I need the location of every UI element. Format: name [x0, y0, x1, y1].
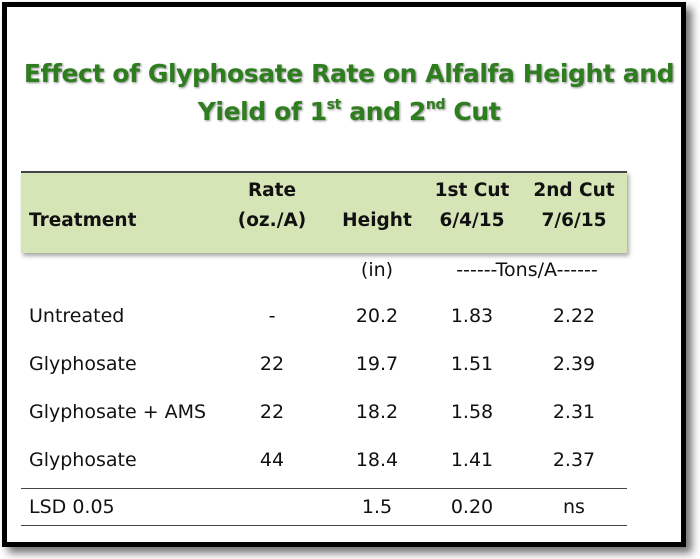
title-superscript: nd [426, 97, 445, 113]
header-cut2-line2: 7/6/15 [527, 210, 621, 231]
header-cut1-line1: 1st Cut [430, 180, 514, 201]
header-treatment: Treatment [29, 210, 136, 231]
cell-treatment: Glyphosate + AMS [29, 401, 206, 423]
header-rate-line1: Rate [232, 180, 312, 201]
title-text: Yield of 1 [198, 97, 327, 126]
cell-cut1: 1.51 [430, 353, 514, 375]
cell-height: 1.5 [334, 496, 420, 518]
table-divider [21, 488, 627, 489]
cell-cut2: ns [527, 496, 621, 518]
cell-cut1: 1.83 [430, 305, 514, 327]
cell-treatment: LSD 0.05 [29, 496, 115, 518]
cell-rate: 22 [232, 353, 312, 375]
cell-treatment: Glyphosate [29, 449, 137, 471]
title-text: Cut [445, 97, 500, 126]
cell-treatment: Untreated [29, 305, 124, 327]
cell-cut2: 2.22 [527, 305, 621, 327]
cell-treatment: Glyphosate [29, 353, 137, 375]
cell-cut1: 1.41 [430, 449, 514, 471]
cell-height: 18.2 [334, 401, 420, 423]
title-superscript: st [327, 97, 341, 113]
cell-rate: 44 [232, 449, 312, 471]
cell-rate: - [232, 305, 312, 327]
cell-height: 20.2 [334, 305, 420, 327]
cell-cut1: 0.20 [430, 496, 514, 518]
slide-title-line-2: Yield of 1st and 2nd Cut [7, 95, 691, 129]
header-rate-line2: (oz./A) [232, 210, 312, 231]
units-yield: ------Tons/A------ [437, 259, 617, 281]
slide-frame: Effect of Glyphosate Rate on Alfalfa Hei… [2, 2, 686, 547]
slide-title-line-1: Effect of Glyphosate Rate on Alfalfa Hei… [7, 57, 691, 91]
header-height: Height [334, 210, 420, 231]
cell-cut2: 2.39 [527, 353, 621, 375]
title-text: and 2 [341, 97, 426, 126]
cell-height: 19.7 [334, 353, 420, 375]
cell-cut2: 2.37 [527, 449, 621, 471]
cell-cut1: 1.58 [430, 401, 514, 423]
header-cut2-line1: 2nd Cut [527, 180, 621, 201]
cell-rate: 22 [232, 401, 312, 423]
header-cut1-line2: 6/4/15 [430, 210, 514, 231]
cell-height: 18.4 [334, 449, 420, 471]
table-bottom-rule [21, 525, 627, 526]
units-height: (in) [334, 259, 420, 281]
cell-cut2: 2.31 [527, 401, 621, 423]
